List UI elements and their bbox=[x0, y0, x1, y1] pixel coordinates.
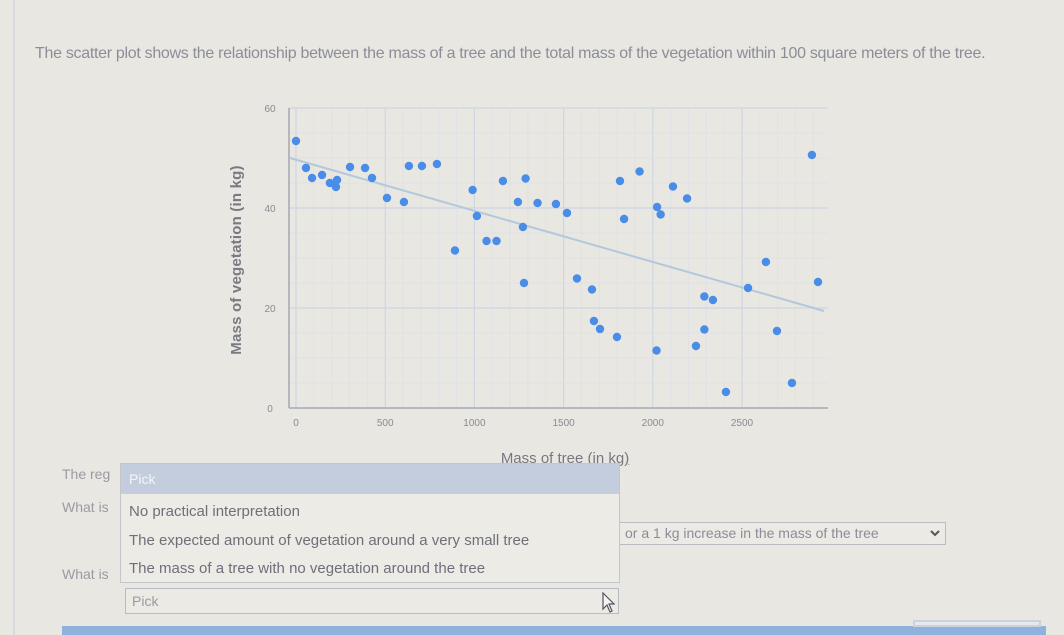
bottom-toolbar bbox=[62, 626, 1046, 635]
dropdown-options-list[interactable]: Pick No practical interpretation The exp… bbox=[120, 463, 620, 583]
bottom-toolbar-tab[interactable] bbox=[913, 620, 1041, 627]
svg-text:2000: 2000 bbox=[642, 418, 665, 429]
dropdown-option-pick[interactable]: Pick bbox=[121, 464, 619, 494]
dropdown-option-no-practical-interpretation[interactable]: No practical interpretation bbox=[129, 503, 300, 520]
select-value: Pick bbox=[132, 593, 159, 609]
svg-text:0: 0 bbox=[293, 418, 299, 429]
svg-text:1500: 1500 bbox=[552, 418, 575, 429]
intercept-interpretation-select[interactable]: Pick bbox=[125, 588, 619, 614]
question-1-prefix: The reg bbox=[62, 466, 111, 482]
question-2-prefix: What is bbox=[62, 499, 109, 515]
chevron-down-icon bbox=[930, 523, 940, 544]
svg-text:60: 60 bbox=[264, 104, 276, 115]
dropdown-option-tree-mass-no-vegetation[interactable]: The mass of a tree with no vegetation ar… bbox=[129, 560, 486, 577]
question-3-prefix: What is bbox=[62, 566, 109, 582]
select-value: or a 1 kg increase in the mass of the tr… bbox=[625, 525, 879, 541]
svg-text:1000: 1000 bbox=[463, 418, 486, 429]
dropdown-option-expected-vegetation-small-tree[interactable]: The expected amount of vegetation around… bbox=[129, 532, 530, 549]
svg-text:40: 40 bbox=[264, 204, 276, 215]
scatter-chart: 0 500 1000 1500 2000 2500 0 20 40 60 Mass of vege… bbox=[228, 104, 828, 467]
svg-text:2500: 2500 bbox=[731, 418, 754, 429]
svg-text:0: 0 bbox=[267, 404, 273, 415]
mouse-cursor-icon bbox=[601, 591, 616, 619]
x-axis-label: Mass of tree (in kg) bbox=[500, 450, 630, 467]
y-axis-label: Mass of vegetation (in kg) bbox=[228, 165, 245, 355]
svg-text:20: 20 bbox=[264, 304, 276, 315]
page-left-rule bbox=[13, 0, 15, 635]
question-text: The scatter plot shows the relationship … bbox=[35, 45, 986, 62]
rate-interpretation-select[interactable]: or a 1 kg increase in the mass of the tr… bbox=[618, 522, 946, 545]
chart-canvas: 0 500 1000 1500 2000 2500 0 20 40 60 bbox=[264, 104, 828, 429]
svg-text:500: 500 bbox=[377, 418, 394, 429]
